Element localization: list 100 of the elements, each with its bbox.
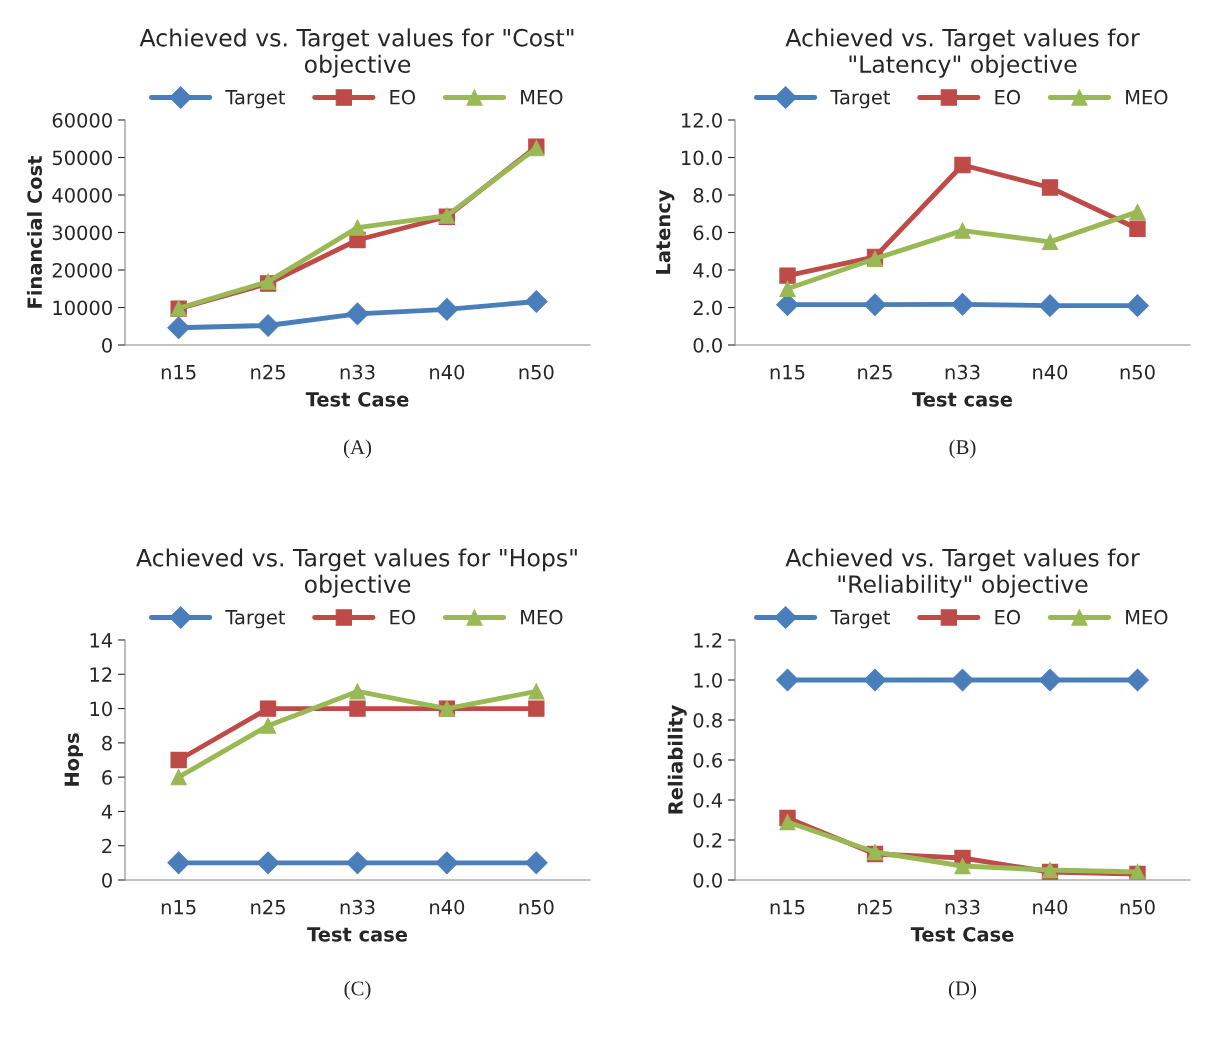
point <box>167 316 190 340</box>
point <box>1126 294 1149 317</box>
x-tick-label: n40 <box>1033 899 1068 915</box>
legend-label: EO <box>390 609 416 625</box>
x-tick-label: n40 <box>1033 364 1068 380</box>
legend-label: MEO <box>1126 89 1168 105</box>
point <box>863 668 887 692</box>
legend-label: Target <box>225 90 286 109</box>
x-tick-label: n33 <box>340 364 375 380</box>
y-tick-label: 8 <box>102 735 112 751</box>
point <box>1041 233 1059 251</box>
point <box>954 857 971 875</box>
y-axis-title: Financial Cost <box>26 155 43 308</box>
point <box>954 156 971 174</box>
legend-label: Target <box>830 90 891 109</box>
point <box>951 668 974 692</box>
point <box>525 851 548 875</box>
point <box>525 290 548 313</box>
y-tick-label: 0.0 <box>693 872 722 888</box>
point <box>435 851 459 875</box>
point <box>1041 179 1059 196</box>
x-tick-label: n33 <box>945 899 980 915</box>
y-tick-label: 0.0 <box>693 337 722 353</box>
point <box>776 668 799 692</box>
legend-label: EO <box>995 609 1021 625</box>
x-tick-label: n50 <box>519 899 554 915</box>
y-tick-label: 12.0 <box>682 112 722 128</box>
y-tick-label: 50000 <box>52 150 112 166</box>
chart-title: Achieved vs. Target values for "Reliability" objective <box>785 548 1140 598</box>
y-tick-label: 0 <box>102 337 112 353</box>
point <box>259 700 277 717</box>
x-tick-label: n40 <box>430 364 465 380</box>
point <box>170 768 187 786</box>
point <box>435 298 459 321</box>
y-tick-label: 60000 <box>52 112 112 128</box>
point <box>349 683 366 700</box>
x-axis-title: Test case <box>307 927 408 942</box>
y-axis-title: Latency <box>655 189 675 274</box>
text: (A) <box>343 439 372 459</box>
legend-label: MEO <box>521 609 563 625</box>
point <box>1126 668 1149 692</box>
point <box>256 851 280 875</box>
y-tick-label: 4 <box>101 804 113 819</box>
y-axis-title: Hops <box>64 733 83 786</box>
point <box>1129 203 1146 221</box>
point <box>346 302 369 326</box>
x-tick-label: n15 <box>161 365 196 380</box>
y-tick-label: 40000 <box>52 187 112 203</box>
y-tick-label: 2.0 <box>693 300 722 316</box>
x-axis-title: Test case <box>912 392 1013 407</box>
x-tick-label: n33 <box>945 364 980 380</box>
y-tick-label: 20000 <box>52 262 112 278</box>
y-tick-label: 30000 <box>52 225 112 241</box>
text: (B) <box>949 439 976 459</box>
point <box>170 751 187 769</box>
legend-label: MEO <box>1126 609 1168 625</box>
y-axis-title: Reliability <box>667 705 687 814</box>
y-tick-label: 0.8 <box>693 712 722 728</box>
text: (D) <box>948 980 977 1000</box>
legend-label: MEO <box>521 89 563 105</box>
x-tick-label: n15 <box>770 365 805 380</box>
point <box>954 222 971 239</box>
chart-title: Achieved vs. Target values for "Cost" objective <box>139 28 574 78</box>
point <box>349 219 366 236</box>
x-tick-label: n25 <box>858 899 892 915</box>
point <box>779 813 796 831</box>
y-tick-label: 10 <box>90 701 112 717</box>
x-tick-label: n50 <box>519 364 554 380</box>
point <box>1038 668 1062 692</box>
y-tick-label: 1.0 <box>694 672 722 688</box>
legend-label: Target <box>830 610 891 629</box>
y-tick-label: 0 <box>102 872 112 888</box>
x-tick-label: n33 <box>340 899 375 915</box>
x-tick-label: n15 <box>770 900 805 915</box>
point <box>349 700 366 717</box>
point <box>779 267 796 284</box>
y-tick-label: 2 <box>102 838 112 854</box>
point <box>167 851 190 875</box>
x-tick-label: n25 <box>858 364 892 380</box>
x-tick-label: n15 <box>161 900 196 915</box>
point <box>528 683 545 700</box>
y-tick-label: 4.0 <box>693 262 722 278</box>
x-axis-title: Test Case <box>305 391 409 407</box>
point <box>779 280 796 297</box>
y-tick-label: 10000 <box>53 300 112 316</box>
point <box>259 717 277 734</box>
x-tick-label: n25 <box>251 364 285 380</box>
point <box>951 292 974 316</box>
y-tick-label: 10.0 <box>682 150 722 166</box>
y-tick-label: 0.6 <box>693 752 722 768</box>
y-tick-label: 8.0 <box>693 187 722 203</box>
x-axis-title: Test Case <box>910 926 1014 942</box>
point <box>1038 294 1062 317</box>
legend-label: EO <box>390 89 416 105</box>
y-tick-label: 6.0 <box>693 225 722 241</box>
point <box>1129 220 1146 237</box>
legend-label: EO <box>995 89 1021 105</box>
x-tick-label: n25 <box>251 899 285 915</box>
text: (C) <box>344 980 371 1000</box>
point <box>346 851 369 875</box>
